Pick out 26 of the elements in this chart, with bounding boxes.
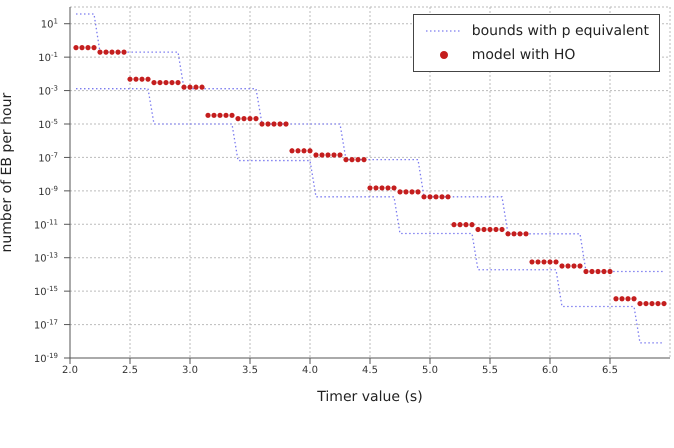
legend-label: model with HO	[472, 47, 576, 63]
line-series	[75, 88, 665, 344]
y-tick-label: 10$^{-7}$	[38, 151, 58, 164]
x-tick-label: 4.5	[362, 365, 378, 376]
y-tick-label: 10$^{-17}$	[34, 318, 58, 332]
legend-label: bounds with p equivalent	[472, 23, 649, 39]
x-tick-label: 3.0	[182, 365, 198, 376]
y-tick-label: 10$^{-5}$	[38, 118, 58, 131]
x-axis-title: Timer value (s)	[316, 389, 423, 405]
y-axis-title: number of EB per hour	[0, 92, 15, 252]
x-tick-label: 6.5	[602, 365, 618, 376]
y-tick-label: 10$^{1}$	[40, 18, 58, 31]
x-tick-label: 2.5	[122, 365, 138, 376]
x-tick-label: 4.0	[302, 365, 318, 376]
x-tick-label: 5.0	[422, 365, 438, 376]
x-tick-label: 5.5	[482, 365, 498, 376]
y-tick-label: 10$^{-9}$	[38, 184, 58, 198]
y-tick-label: 10$^{-3}$	[38, 84, 58, 98]
y-tick-label: 10$^{-1}$	[38, 51, 58, 64]
y-tick-label: 10$^{-15}$	[34, 285, 58, 298]
y-tick-label: 10$^{-11}$	[34, 218, 58, 232]
y-tick-label: 10$^{-19}$	[34, 352, 58, 365]
x-tick-label: 3.5	[242, 365, 258, 376]
y-tick-label: 10$^{-13}$	[34, 252, 58, 265]
x-tick-label: 2.0	[62, 365, 78, 376]
x-tick-label: 6.0	[542, 365, 558, 376]
